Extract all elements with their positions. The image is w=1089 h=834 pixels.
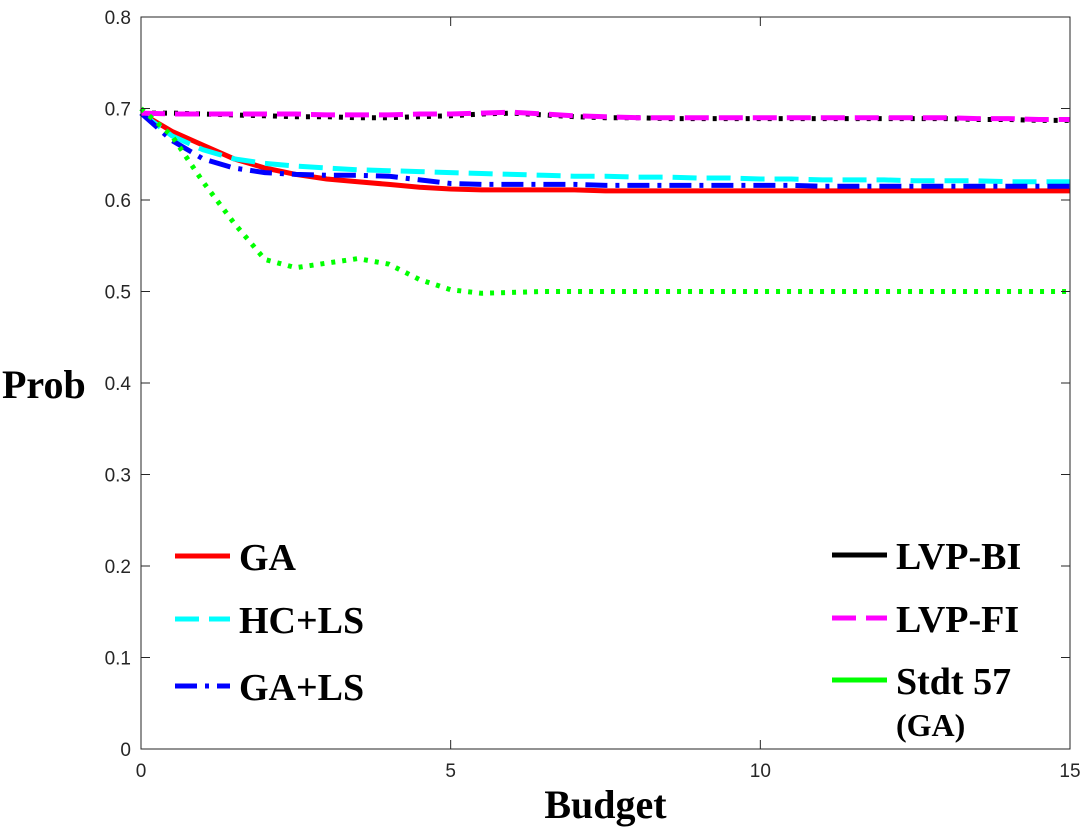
y-tick-label: 0	[120, 740, 131, 761]
legend-label-ga-ls: GA+LS	[239, 667, 364, 709]
x-tick-label: 5	[445, 761, 456, 782]
series-line-ga-ls	[139, 111, 1070, 189]
axis-ticks: 0 5 10 15 0 0.1 0.2 0.3 0.4 0.5 0.6 0.7 0.8	[105, 8, 1081, 782]
legend-sublabel-stdt-57: (GA)	[896, 707, 965, 743]
legend-label-hc-ls: HC+LS	[239, 600, 364, 642]
legend-label-stdt-57: Stdt 57	[896, 661, 1011, 703]
x-tick-label: 10	[750, 761, 771, 782]
legend-label-ga: GA	[239, 537, 297, 579]
series-line-lvp-fi	[140, 109, 1070, 122]
y-tick-label: 0.6	[105, 191, 131, 212]
y-tick-label: 0.8	[105, 8, 131, 29]
legend: GA HC+LS GA+LS LVP-BI LVP-FI Stdt 57 (GA)	[175, 536, 1021, 743]
y-tick-label: 0.5	[105, 283, 131, 304]
y-tick-label: 0.3	[105, 466, 131, 487]
x-tick-label: 0	[136, 761, 147, 782]
x-tick-label: 15	[1059, 761, 1080, 782]
y-axis-label: Prob	[2, 362, 86, 407]
series-lines	[139, 106, 1070, 296]
y-tick-label: 0.4	[105, 374, 132, 395]
x-axis-label: Budget	[544, 782, 667, 827]
y-tick-label: 0.7	[105, 100, 131, 121]
y-tick-label: 0.1	[105, 649, 131, 670]
plot-area	[141, 17, 1070, 749]
y-tick-label: 0.2	[105, 557, 131, 578]
series-line-hc-ls	[139, 111, 1070, 185]
legend-label-lvp-fi: LVP-FI	[896, 599, 1019, 641]
legend-label-lvp-bi: LVP-BI	[896, 536, 1021, 578]
